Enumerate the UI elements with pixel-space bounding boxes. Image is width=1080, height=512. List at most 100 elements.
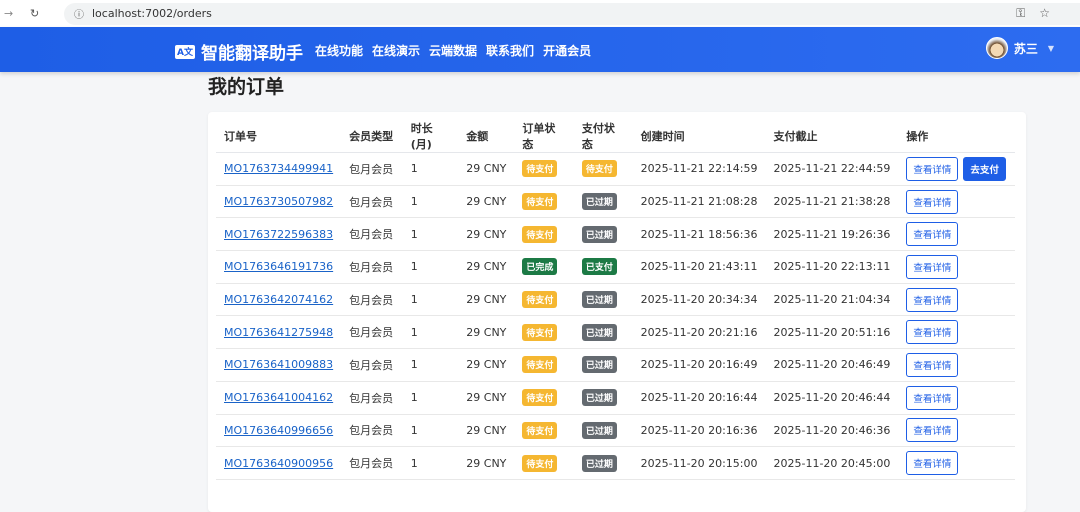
pay-deadline: 2025-11-20 20:51:16 (773, 325, 891, 339)
nav-menu: 在线功能 在线演示 云端数据 联系我们 开通会员 (315, 42, 591, 59)
order-status-badge: 待支付 (522, 356, 558, 374)
order-status-badge: 待支付 (522, 421, 558, 439)
table-row: MO1763641275948 包月会员 1 29 CNY 待支付 已过期 2025-11-… (216, 315, 1015, 350)
pay-status-badge: 待支付 (581, 160, 617, 178)
order-id-link[interactable]: MO1763640996656 (224, 423, 334, 437)
pay-status-badge: 已过期 (581, 225, 617, 243)
duration: 1 (410, 227, 418, 241)
orders-table: 订单号 会员类型 时长(月) 金额 订单状态 支付状态 创建时间 支付截止 操作 MO17637… (216, 120, 1015, 480)
column-header: 支付截止 (765, 120, 899, 153)
duration: 1 (410, 423, 418, 437)
nav-item[interactable]: 在线演示 (372, 44, 421, 58)
amount: 29 CNY (466, 293, 507, 307)
nav-item[interactable]: 云端数据 (429, 44, 478, 58)
pay-deadline: 2025-11-20 20:46:44 (773, 391, 891, 405)
order-id-link[interactable]: MO1763646191736 (224, 260, 334, 274)
table-row: MO1763646191736 包月会员 1 29 CNY 已完成 已支付 2025-11-… (216, 250, 1015, 284)
user-menu[interactable]: 苏三 ▼ (985, 37, 1054, 59)
member-type: 包月会员 (349, 391, 394, 405)
member-type: 包月会员 (349, 162, 394, 176)
amount: 29 CNY (466, 325, 507, 339)
member-type: 包月会员 (349, 228, 394, 242)
view-details-button[interactable]: 查看详情 (906, 385, 959, 410)
pay-deadline: 2025-11-21 19:26:36 (773, 227, 891, 241)
duration: 1 (410, 293, 418, 307)
order-id-link[interactable]: MO1763722596383 (224, 227, 334, 241)
amount: 29 CNY (466, 391, 507, 405)
view-details-button[interactable]: 查看详情 (906, 451, 959, 476)
order-id-link[interactable]: MO1763734499941 (224, 162, 334, 176)
duration: 1 (410, 195, 418, 209)
orders-card: 订单号 会员类型 时长(月) 金额 订单状态 支付状态 创建时间 支付截止 操作 MO17637… (208, 112, 1026, 512)
key-icon[interactable]: ⚿ (1016, 6, 1026, 20)
order-id-link[interactable]: MO1763730507982 (224, 195, 334, 209)
order-id-link[interactable]: MO1763641275948 (224, 325, 334, 339)
table-row: MO1763722596383 包月会员 1 29 CNY 待支付 已过期 2025-11-… (216, 217, 1015, 252)
translate-logo-icon: A文 (175, 44, 195, 59)
top-navbar: A文 智能翻译助手 在线功能 在线演示 云端数据 联系我们 开通会员 苏三 ▼ (0, 27, 1080, 72)
star-icon[interactable]: ☆ (1039, 6, 1050, 20)
order-id-link[interactable]: MO1763641009883 (224, 358, 334, 372)
order-id-link[interactable]: MO1763642074162 (224, 293, 334, 307)
forward-icon[interactable]: → (4, 7, 14, 20)
view-details-button[interactable]: 查看详情 (906, 418, 959, 443)
nav-item[interactable]: 在线功能 (315, 44, 364, 58)
info-icon[interactable]: ⓘ (74, 10, 84, 21)
amount: 29 CNY (466, 260, 507, 274)
table-row: MO1763640996656 包月会员 1 29 CNY 待支付 已过期 2025-11-… (216, 414, 1015, 448)
pay-deadline: 2025-11-20 20:45:00 (773, 456, 891, 470)
column-header: 订单号 (216, 120, 342, 153)
column-header: 订单状态 (514, 120, 574, 153)
order-status-badge: 待支付 (522, 389, 558, 407)
pay-status-badge: 已过期 (581, 193, 617, 211)
pay-deadline: 2025-11-20 21:04:34 (773, 293, 891, 307)
column-header: 创建时间 (632, 120, 766, 153)
member-type: 包月会员 (349, 293, 394, 307)
nav-item[interactable]: 联系我们 (486, 44, 535, 58)
duration: 1 (410, 391, 418, 405)
order-status-badge: 已完成 (522, 258, 558, 276)
column-header: 时长(月) (402, 120, 459, 153)
amount: 29 CNY (466, 162, 507, 176)
address-bar[interactable]: ⓘ localhost:7002/orders (64, 2, 1080, 25)
duration: 1 (410, 358, 418, 372)
table-row: MO1763640900956 包月会员 1 29 CNY 待支付 已过期 2025-11-… (216, 446, 1015, 480)
duration: 1 (410, 260, 418, 274)
view-details-button[interactable]: 查看详情 (906, 222, 959, 247)
order-status-badge: 待支付 (522, 291, 558, 309)
amount: 29 CNY (466, 456, 507, 470)
duration: 1 (410, 456, 418, 470)
created-time: 2025-11-20 20:16:44 (640, 391, 758, 405)
column-header: 会员类型 (341, 120, 403, 153)
pay-status-badge: 已支付 (581, 258, 617, 276)
created-time: 2025-11-20 21:43:11 (640, 260, 758, 274)
nav-item[interactable]: 开通会员 (543, 44, 592, 58)
brand[interactable]: A文 智能翻译助手 (175, 39, 303, 64)
table-row: MO1763734499941 包月会员 1 29 CNY 待支付 待支付 2025-11-… (216, 152, 1015, 186)
pay-button[interactable]: 去支付 (963, 156, 1006, 181)
member-type: 包月会员 (349, 195, 394, 209)
reload-icon[interactable]: ↻ (30, 7, 40, 20)
view-details-button[interactable]: 查看详情 (906, 352, 959, 377)
created-time: 2025-11-21 22:14:59 (640, 162, 758, 176)
order-status-badge: 待支付 (522, 225, 558, 243)
view-details-button[interactable]: 查看详情 (906, 287, 959, 312)
order-id-link[interactable]: MO1763641004162 (224, 391, 334, 405)
duration: 1 (410, 162, 418, 176)
pay-status-badge: 已过期 (581, 323, 617, 341)
view-details-button[interactable]: 查看详情 (906, 320, 959, 345)
view-details-button[interactable]: 查看详情 (906, 189, 959, 214)
view-details-button[interactable]: 查看详情 (906, 254, 959, 279)
avatar (985, 37, 1008, 59)
order-status-badge: 待支付 (522, 454, 558, 472)
pay-deadline: 2025-11-20 20:46:49 (773, 358, 891, 372)
created-time: 2025-11-20 20:15:00 (640, 456, 758, 470)
created-time: 2025-11-21 18:56:36 (640, 227, 758, 241)
view-details-button[interactable]: 查看详情 (906, 156, 959, 181)
amount: 29 CNY (466, 358, 507, 372)
pay-deadline: 2025-11-21 21:38:28 (773, 195, 891, 209)
table-row: MO1763730507982 包月会员 1 29 CNY 待支付 已过期 2025-11-… (216, 185, 1015, 219)
order-status-badge: 待支付 (522, 160, 558, 178)
column-header: 金额 (458, 120, 515, 153)
order-id-link[interactable]: MO1763640900956 (224, 456, 334, 470)
